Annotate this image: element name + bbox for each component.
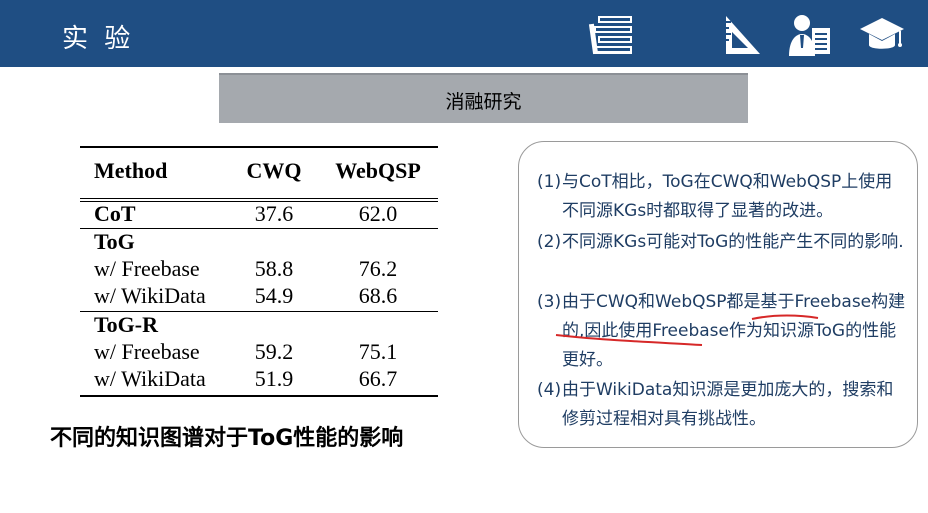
table-row: CoT 37.6 62.0 [94,201,398,226]
table-header-row: Method CWQ WebQSP [80,158,438,184]
table-header-rule-2 [80,201,438,202]
ruler-triangle-icon [726,16,760,54]
table-row: ToG [94,229,135,254]
table-row: w/ WikiData 54.9 68.6 [94,283,398,308]
teacher-icon [789,15,830,56]
header-bar: 实 验 [0,0,928,67]
graduation-cap-icon [860,18,904,49]
table-row: w/ Freebase 58.8 76.2 [94,256,398,281]
header-method: Method [94,158,168,183]
table-caption: 不同的知识图谱对于ToG性能的影响 [50,426,404,451]
table-header-rule [80,198,438,199]
table-top-rule [80,146,438,148]
table-row: w/ Freebase 59.2 75.1 [94,339,398,364]
note-item-4: (4) 由于WikiData知识源是更加庞大的，搜索和修剪过程相对具有挑战性。 [537,380,894,429]
header-cwq: CWQ [246,158,302,183]
page-title: 实 验 [62,24,135,54]
note-item-3: (3) 由于CWQ和WebQSP都是基于Freebase构建的,因此使用Free… [537,292,906,370]
table-group-rule [80,311,438,312]
header-webqsp: WebQSP [335,158,421,183]
section-subtitle-bar: 消融研究 [219,73,748,123]
table-bottom-rule [80,395,438,397]
section-subtitle: 消融研究 [445,91,522,113]
table-row: w/ WikiData 51.9 66.7 [94,366,398,391]
note-item-2: (2) 不同源KGs可能对ToG的性能产生不同的影响. [537,232,904,252]
note-item-1: (1) 与CoT相比，ToG在CWQ和WebQSP上使用不同源KGs时都取得了显… [537,172,893,221]
table-group-rule [80,228,438,229]
notes-box: (1) 与CoT相比，ToG在CWQ和WebQSP上使用不同源KGs时都取得了显… [518,141,918,448]
table-row: ToG-R [94,312,158,337]
books-icon [588,16,632,55]
